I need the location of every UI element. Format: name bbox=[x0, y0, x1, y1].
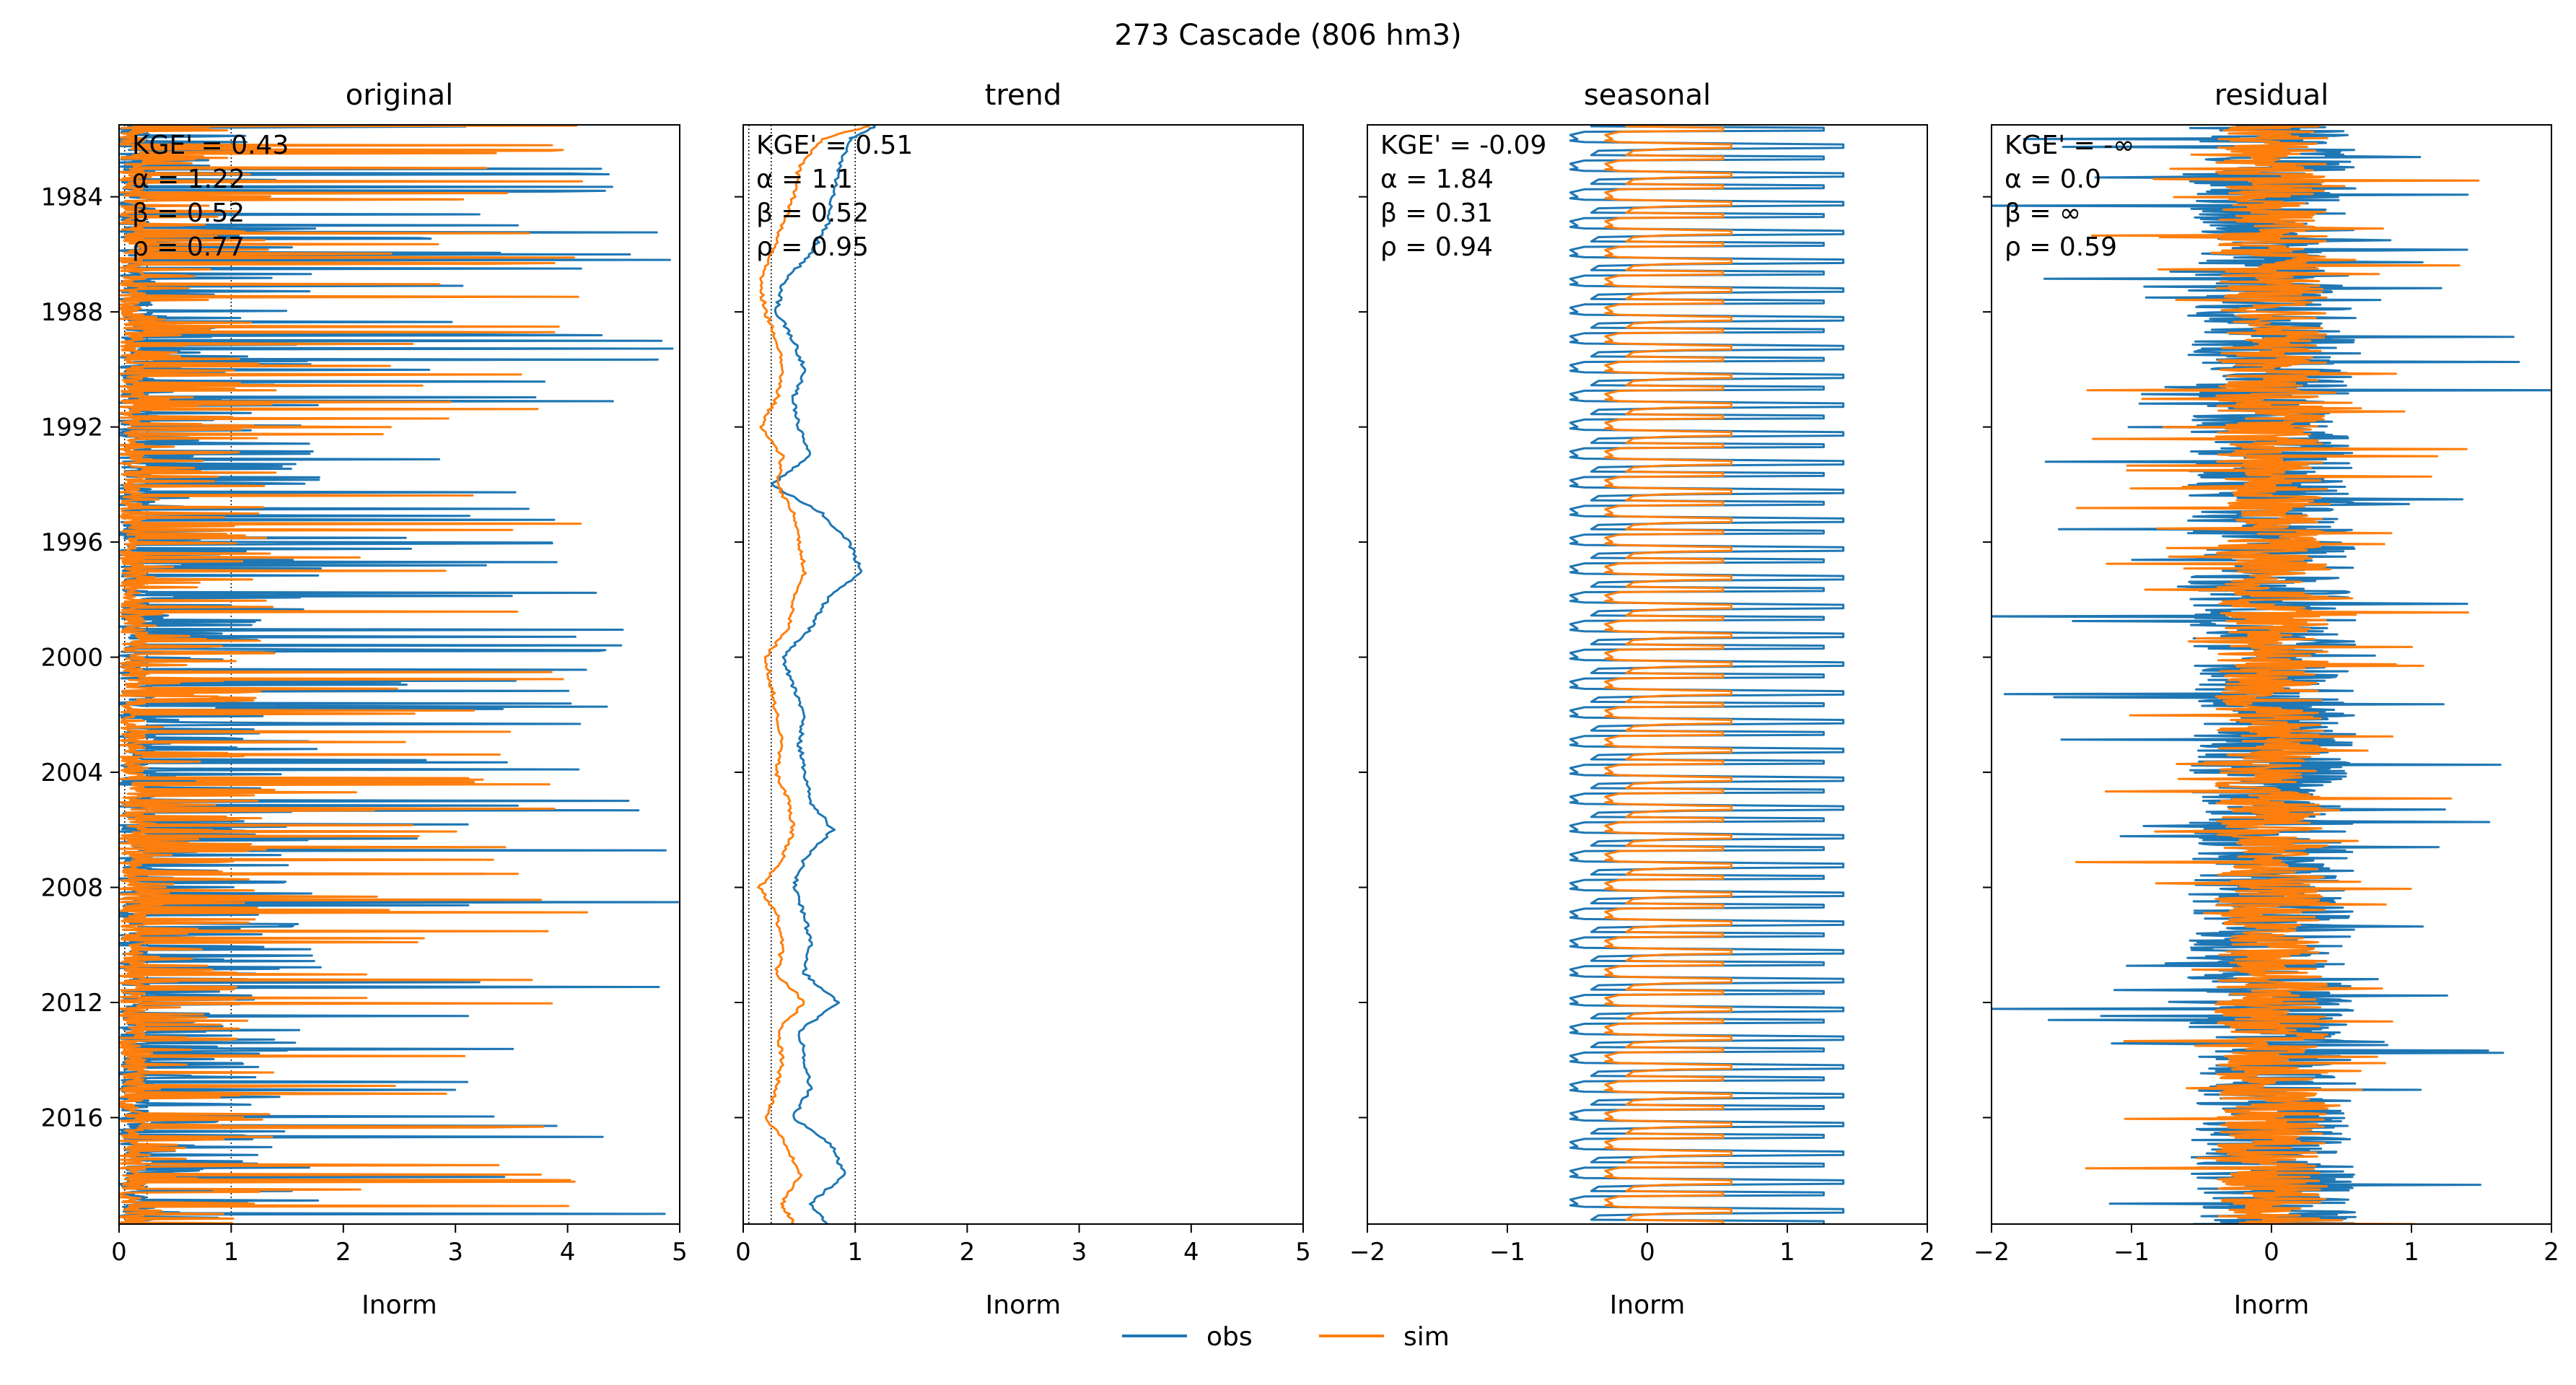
y-tick-label: 1996 bbox=[40, 528, 103, 557]
legend-obs-label: obs bbox=[1206, 1322, 1253, 1352]
panel-title-seasonal: seasonal bbox=[1584, 79, 1711, 112]
series-line-obs bbox=[119, 125, 679, 1224]
metric-annotation: ρ = 0.94 bbox=[1380, 232, 1493, 262]
metric-annotation: β = ∞ bbox=[2005, 198, 2081, 228]
metric-annotation: ρ = 0.95 bbox=[756, 232, 869, 262]
axes-frame bbox=[742, 124, 1304, 1225]
x-tick-label: 0 bbox=[1639, 1238, 1655, 1267]
figure-suptitle: 273 Cascade (806 hm3) bbox=[1114, 19, 1462, 52]
metric-annotation: ρ = 0.59 bbox=[2005, 232, 2117, 262]
x-tick-label: 4 bbox=[560, 1238, 576, 1267]
y-tick-label: 2004 bbox=[40, 759, 103, 787]
x-tick-label: 5 bbox=[1295, 1238, 1311, 1267]
y-tick-label: 1988 bbox=[40, 298, 103, 327]
metric-annotation: β = 0.52 bbox=[756, 198, 869, 228]
axes-frame bbox=[118, 124, 680, 1225]
metric-annotation: α = 1.22 bbox=[132, 165, 245, 194]
x-tick-label: 0 bbox=[2264, 1238, 2279, 1267]
series-line-obs bbox=[771, 125, 877, 1224]
x-axis-label: Inorm bbox=[986, 1290, 1061, 1320]
metric-annotation: KGE' = 0.43 bbox=[132, 131, 289, 160]
series-line-sim bbox=[757, 125, 871, 1224]
y-tick-label: 1984 bbox=[40, 183, 103, 212]
y-tick-label: 2000 bbox=[40, 644, 103, 673]
metric-annotation: α = 0.0 bbox=[2005, 165, 2101, 194]
x-tick-label: 1 bbox=[847, 1238, 863, 1267]
legend-sim-label: sim bbox=[1403, 1322, 1450, 1352]
y-tick-label: 2008 bbox=[40, 874, 103, 903]
legend: obs sim bbox=[1122, 1322, 1450, 1352]
plot-area-trend bbox=[748, 125, 877, 1224]
metric-annotation: α = 1.84 bbox=[1380, 165, 1494, 194]
panel-title-trend: trend bbox=[985, 79, 1062, 112]
series-line-obs bbox=[1569, 125, 1845, 1224]
series-line-sim bbox=[119, 125, 588, 1224]
metric-annotation: ρ = 0.77 bbox=[132, 232, 245, 262]
x-tick-label: −1 bbox=[2113, 1238, 2150, 1267]
series-line-sim bbox=[1604, 125, 1732, 1224]
plot-area-residual bbox=[1992, 125, 2551, 1224]
panel-title-original: original bbox=[346, 79, 454, 112]
metric-annotation: KGE' = -∞ bbox=[2005, 131, 2134, 160]
x-tick-label: 2 bbox=[1919, 1238, 1935, 1267]
panel-original: original 0 1 2 3 4 5 Inorm 1984 1988 1992 1996 2000 2… bbox=[40, 79, 687, 1320]
x-tick-label: −2 bbox=[1973, 1238, 2010, 1267]
x-tick-label: 1 bbox=[224, 1238, 240, 1267]
panel-title-residual: residual bbox=[2214, 79, 2329, 112]
x-tick-label: 1 bbox=[2404, 1238, 2419, 1267]
metric-annotation: KGE' = -0.09 bbox=[1380, 131, 1546, 160]
x-tick-label: −1 bbox=[1489, 1238, 1525, 1267]
x-tick-label: 5 bbox=[672, 1238, 688, 1267]
y-tick-label: 1992 bbox=[40, 414, 103, 442]
x-axis-label: Inorm bbox=[362, 1290, 437, 1320]
metric-annotation: α = 1.1 bbox=[756, 165, 853, 194]
x-axis-label: Inorm bbox=[1610, 1290, 1686, 1320]
panel-seasonal: seasonal −2 −1 0 1 2 Inorm KGE' = -0.09 α = 1.84… bbox=[1349, 79, 1935, 1320]
series-line-sim bbox=[2075, 125, 2480, 1224]
x-tick-label: 3 bbox=[1072, 1238, 1087, 1267]
x-tick-label: 2 bbox=[336, 1238, 351, 1267]
x-tick-label: −2 bbox=[1349, 1238, 1385, 1267]
x-tick-label: 3 bbox=[447, 1238, 463, 1267]
panel-residual: residual −2 −1 0 1 2 Inorm KGE' = -∞ α = 0.0 β = … bbox=[1973, 79, 2559, 1320]
plot-area-seasonal bbox=[1569, 125, 1845, 1224]
metric-annotation: β = 0.31 bbox=[1380, 198, 1493, 228]
panel-trend: trend 0 1 2 3 4 5 Inorm KGE' = 0.51 α = 1.1 β = 0.… bbox=[735, 79, 1311, 1320]
y-tick-label: 2016 bbox=[40, 1104, 103, 1132]
x-tick-label: 4 bbox=[1183, 1238, 1199, 1267]
metric-annotation: KGE' = 0.51 bbox=[756, 131, 913, 160]
x-tick-label: 0 bbox=[111, 1238, 127, 1267]
plot-area-original bbox=[119, 125, 679, 1224]
x-tick-label: 0 bbox=[735, 1238, 751, 1267]
y-tick-label: 2012 bbox=[40, 989, 103, 1018]
x-tick-label: 2 bbox=[2544, 1238, 2559, 1267]
x-axis-label: Inorm bbox=[2234, 1290, 2310, 1320]
x-tick-label: 1 bbox=[1779, 1238, 1795, 1267]
metric-annotation: β = 0.52 bbox=[132, 198, 245, 228]
x-tick-label: 2 bbox=[960, 1238, 976, 1267]
